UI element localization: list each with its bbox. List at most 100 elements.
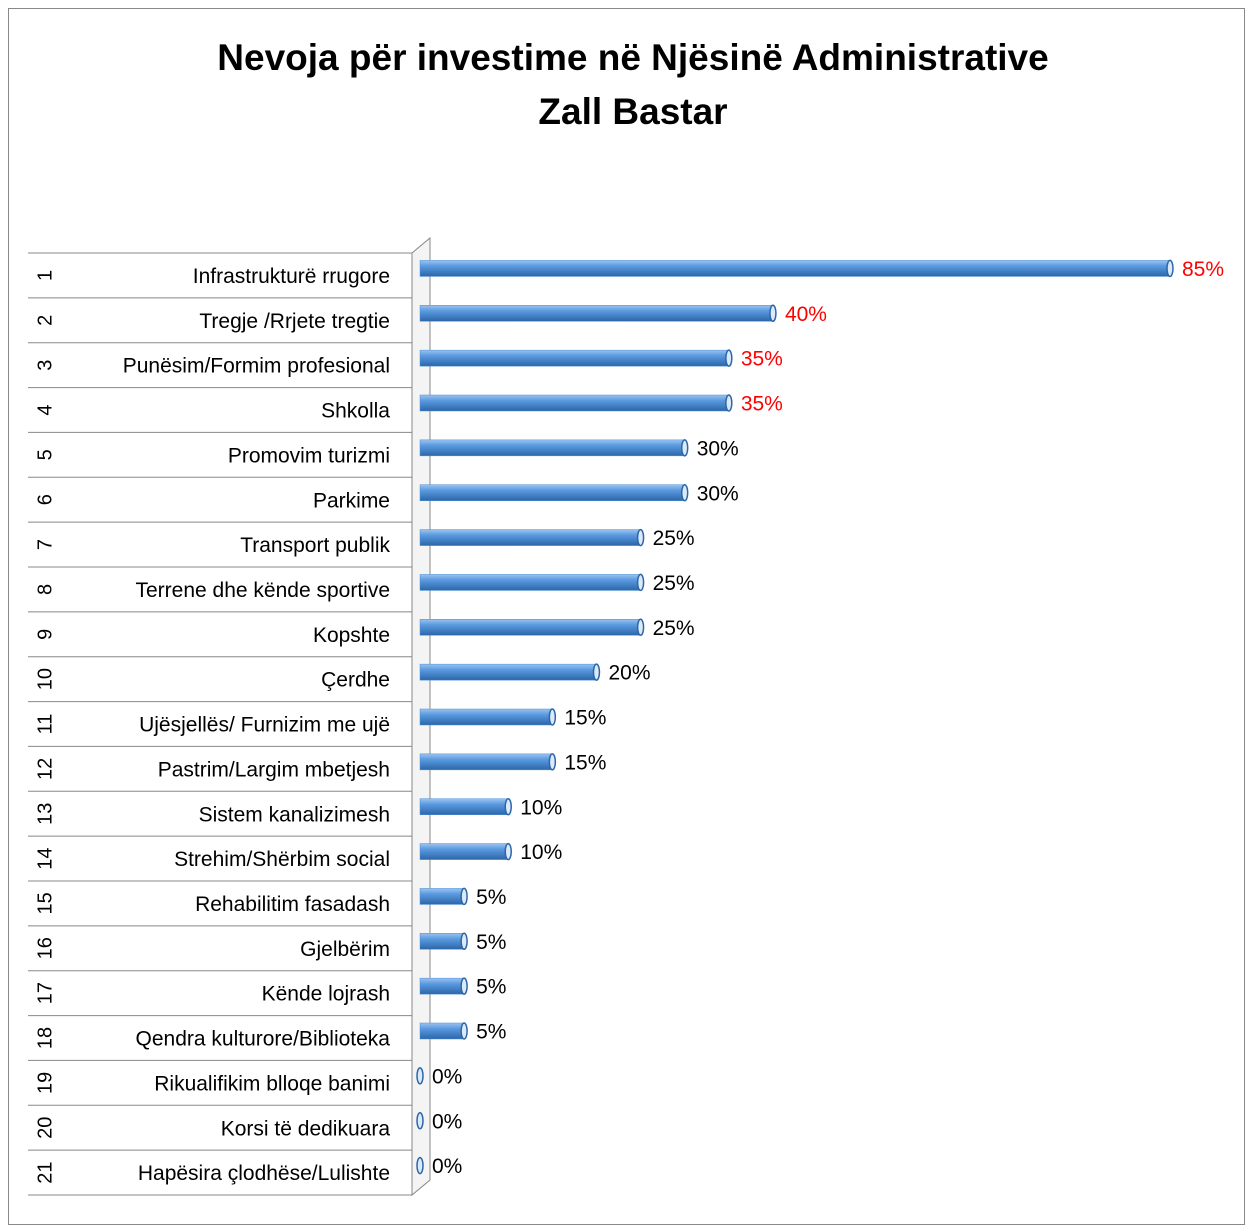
value-label: 5% [476,931,506,954]
category-label: Gjelbërim [300,938,390,961]
category-number: 13 [34,803,56,825]
bar-cap [416,1111,424,1130]
bar-cap [769,304,777,323]
category-number: 7 [34,539,56,550]
category-label: Shkolla [321,400,390,423]
bar [419,753,553,771]
category-number: 20 [34,1117,56,1139]
bar-cap [416,1156,424,1175]
category-number: 21 [34,1161,56,1183]
bar [419,1022,465,1040]
category-label: Qendra kulturore/Biblioteka [136,1028,391,1051]
category-number: 14 [34,847,56,869]
chart-title: Zall Bastar [538,91,727,132]
bar [419,484,685,501]
category-label: Çerdhe [321,669,390,692]
category-label: Parkime [313,489,390,512]
bar-cap [636,528,645,547]
value-label: 15% [564,707,606,730]
category-number: 4 [34,404,56,415]
value-label: 5% [476,886,506,909]
category-number: 6 [34,494,56,505]
chart-title: Nevoja për investime në Njësinë Administ… [217,37,1048,78]
category-label: Punësim/Formim profesional [123,355,390,378]
value-label: 5% [476,976,506,999]
bar-cap [460,932,468,951]
category-label: Kënde lojrash [262,983,390,1006]
bar-cap [636,618,645,637]
bar [419,529,641,546]
bar [419,574,641,591]
bar [419,349,730,367]
bar-cap [1166,259,1174,278]
bar [419,798,509,815]
category-label: Korsi të dedikuara [221,1117,391,1140]
value-label: 25% [653,572,695,595]
value-label: 35% [741,348,783,371]
bar-cap [725,349,733,367]
value-label: 30% [697,482,739,505]
value-label: 35% [741,393,783,416]
category-number: 11 [34,714,56,735]
category-number: 16 [34,937,56,959]
bar [419,619,641,636]
bar-cap [504,842,512,861]
bar-cap [460,887,468,906]
category-label: Infrastrukturë rrugore [193,265,390,288]
category-number: 2 [34,315,56,326]
bar [419,933,465,950]
category-label: Terrene dhe kënde sportive [136,579,391,602]
category-label: Pastrim/Largim mbetjesh [158,758,390,781]
bar [419,708,553,726]
bar [419,977,465,995]
bar-cap [680,483,689,502]
bar [419,663,597,681]
value-label: 25% [653,527,695,550]
bar [419,394,730,412]
category-label: Tregje /Rrjete tregtie [199,310,390,333]
bar-cap [636,573,645,592]
value-label: 30% [697,437,739,460]
category-label: Sistem kanalizimesh [199,803,390,826]
category-number: 15 [34,892,56,914]
bar-cap [592,663,601,681]
category-label: Strehim/Shërbim social [174,848,390,871]
category-number: 8 [34,584,56,595]
value-label: 15% [564,751,606,774]
bar-cap [504,797,512,816]
category-label: Hapësira çlodhëse/Lulishte [138,1162,390,1185]
bar-cap [460,1022,468,1040]
value-label: 5% [476,1021,506,1044]
category-label: Rehabilitim fasadash [195,893,390,916]
category-number: 5 [34,449,56,460]
category-label: Promovim turizmi [228,444,390,467]
bar [419,888,465,905]
chart-frame [8,8,1245,1225]
bar [419,843,509,860]
bar-cap [460,977,468,995]
bar [419,260,1171,277]
category-number: 18 [34,1027,56,1049]
category-label: Transport publik [240,534,390,557]
bar-cap [548,708,557,726]
value-label: 25% [653,617,695,640]
category-number: 1 [34,270,56,281]
bar-cap [416,1067,424,1085]
category-number: 3 [34,360,56,371]
value-label: 10% [520,796,562,819]
value-label: 40% [785,303,827,326]
category-label: Ujësjellës/ Furnizim me ujë [139,714,390,737]
category-label: Kopshte [313,624,390,647]
bar-cap [548,753,557,771]
value-label: 0% [432,1155,462,1178]
category-number: 9 [34,629,56,640]
bar [419,439,685,457]
bar-cap [725,394,733,412]
value-label: 85% [1182,258,1224,281]
bar [419,305,774,322]
value-label: 20% [608,662,650,685]
category-number: 10 [34,668,56,690]
value-label: 10% [520,841,562,864]
category-number: 12 [34,758,56,780]
